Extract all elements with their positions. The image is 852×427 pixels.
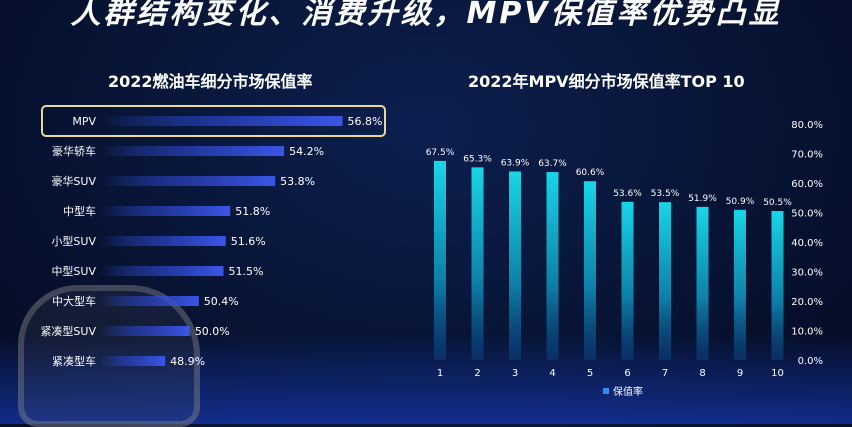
bar [621, 201, 634, 360]
data-label: 51.6% [231, 235, 266, 248]
left-chart-title: 2022燃油车细分市场保值率 [108, 72, 313, 91]
data-label: 67.5% [426, 148, 455, 158]
category-label: 豪华SUV [51, 174, 96, 188]
legend-label: 保值率 [613, 385, 643, 398]
y-tick-label: 70.0% [791, 150, 823, 161]
data-label: 50.4% [204, 295, 239, 308]
x-tick-label: 2 [474, 368, 480, 379]
bar [584, 181, 596, 360]
x-tick-label: 5 [587, 368, 593, 379]
data-label: 56.8% [348, 115, 383, 128]
data-label: 65.3% [463, 154, 492, 164]
data-label: 51.8% [235, 205, 270, 218]
right-bar-chart: 0.0% 10.0% 20.0% 30.0% 40.0% 50.0% 60.0% 70.0% 8… [426, 120, 823, 398]
bar [734, 209, 746, 360]
bar [100, 356, 166, 366]
bar [100, 266, 224, 276]
y-tick-label: 10.0% [791, 327, 823, 338]
left-bar-chart: MPV 56.8% 豪华轿车 54.2% 豪华SUV 53.8% 中型车 51.8% 小型SUV… [40, 105, 386, 368]
category-label: MPV [72, 115, 96, 128]
bar [771, 211, 784, 360]
bar [100, 296, 199, 306]
data-label: 53.6% [613, 189, 642, 199]
data-label: 63.9% [501, 158, 530, 168]
category-label: 紧凑型SUV [40, 324, 96, 338]
data-label: 54.2% [289, 145, 324, 158]
x-tick-label: 9 [737, 368, 743, 379]
y-tick-label: 20.0% [791, 297, 823, 308]
bar [659, 202, 671, 360]
bar [509, 171, 521, 360]
y-tick-label: 50.0% [791, 209, 823, 220]
category-label: 小型SUV [51, 234, 96, 248]
data-label: 60.6% [576, 168, 605, 178]
bar [100, 176, 276, 186]
data-label: 53.5% [651, 189, 680, 199]
legend-swatch [603, 388, 609, 394]
bar [100, 236, 226, 246]
bar [100, 326, 190, 336]
bar [546, 172, 559, 360]
right-chart-title: 2022年MPV细分市场保值率TOP 10 [468, 72, 745, 91]
category-label: 紧凑型车 [52, 354, 96, 368]
category-label: 豪华轿车 [52, 144, 96, 158]
y-tick-label: 0.0% [798, 356, 823, 367]
y-tick-label: 60.0% [791, 179, 823, 190]
data-label: 51.5% [229, 265, 264, 278]
data-label: 51.9% [688, 194, 717, 204]
y-tick-label: 80.0% [791, 120, 823, 131]
data-label: 53.8% [280, 175, 315, 188]
x-tick-label: 6 [624, 368, 630, 379]
bar [434, 160, 446, 360]
x-tick-label: 1 [437, 368, 443, 379]
bar [471, 167, 484, 360]
bar [100, 146, 285, 156]
y-tick-label: 40.0% [791, 238, 823, 249]
data-label: 50.0% [195, 325, 230, 338]
highlight-frame [41, 105, 386, 137]
x-tick-label: 10 [771, 368, 784, 379]
category-label: 中大型车 [52, 294, 96, 308]
bar [100, 116, 343, 126]
bar [696, 206, 709, 360]
y-tick-label: 30.0% [791, 268, 823, 279]
x-tick-label: 8 [699, 368, 705, 379]
category-label: 中型SUV [51, 264, 96, 278]
bar [100, 206, 231, 216]
x-tick-label: 4 [549, 368, 555, 379]
data-label: 50.5% [763, 198, 792, 208]
data-label: 50.9% [726, 197, 755, 207]
x-tick-label: 3 [512, 368, 518, 379]
category-label: 中型车 [63, 204, 96, 218]
data-label: 63.7% [538, 159, 567, 169]
page-headline: 人群结构变化、消费升级，MPV保值率优势凸显 [70, 0, 782, 31]
x-tick-label: 7 [662, 368, 668, 379]
data-label: 48.9% [170, 355, 205, 368]
